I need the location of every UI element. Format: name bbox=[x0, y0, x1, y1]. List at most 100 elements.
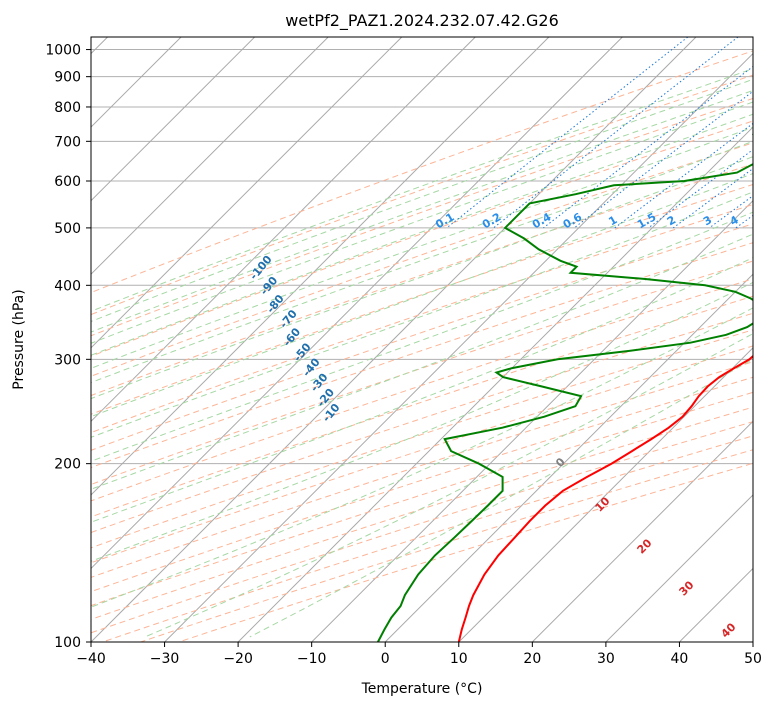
moist-adiabat-line bbox=[91, 156, 753, 400]
moist-adiabat-line bbox=[91, 113, 753, 356]
dry-adiabat-line bbox=[91, 260, 753, 486]
dry-adiabat-line bbox=[91, 163, 753, 397]
plot-frame bbox=[90, 36, 754, 643]
moist-adiabat-label: 20 bbox=[635, 536, 655, 556]
dry-adiabat-line bbox=[91, 183, 753, 415]
mixing-ratio-line bbox=[614, 122, 753, 229]
isotherm-line bbox=[91, 37, 476, 423]
dry-adiabat-line bbox=[91, 242, 753, 469]
y-tick-label: 100 bbox=[54, 635, 81, 651]
y-tick-label: 400 bbox=[54, 278, 81, 294]
moist-adiabat-line bbox=[91, 191, 753, 438]
moist-adiabat-line bbox=[91, 126, 753, 369]
mixing-ratio-line bbox=[543, 65, 753, 229]
y-axis-label: Pressure (hPa) bbox=[11, 289, 27, 389]
isotherm-line bbox=[679, 567, 753, 642]
moist-adiabat-line bbox=[91, 89, 753, 333]
y-tick-label: 1000 bbox=[45, 43, 81, 59]
moist-adiabat-label: 30 bbox=[677, 578, 697, 598]
dry-adiabat-line bbox=[91, 97, 753, 337]
x-axis: −40 −30 −20 −10 0 10 20 30 40 50 bbox=[76, 642, 762, 667]
x-tick-label: 30 bbox=[597, 651, 615, 667]
isotherm-line bbox=[605, 494, 753, 642]
moist-adiabat-line bbox=[91, 281, 753, 562]
x-tick-label: −20 bbox=[223, 651, 253, 667]
dry-adiabat-line bbox=[91, 361, 753, 578]
y-tick-label: 500 bbox=[54, 221, 81, 237]
moist-adiabat-label: 40 bbox=[719, 620, 739, 640]
isotherm-line bbox=[237, 126, 753, 642]
moist-adiabat-line bbox=[91, 78, 753, 323]
mixing-ratio-line bbox=[446, 37, 689, 229]
dry-adiabat-line bbox=[91, 391, 753, 607]
chart-title: wetPf2_PAZ1.2024.232.07.42.G26 bbox=[285, 11, 559, 31]
mixing-ratio-line bbox=[735, 214, 753, 229]
y-tick-label: 600 bbox=[54, 174, 81, 190]
x-tick-label: −30 bbox=[150, 651, 180, 667]
x-tick-label: 40 bbox=[671, 651, 689, 667]
dry-adiabat-line bbox=[91, 50, 753, 294]
dry-adiabat-line bbox=[91, 345, 753, 564]
isotherm-line bbox=[91, 37, 623, 570]
moist-adiabat-line bbox=[249, 358, 753, 638]
mixing-ratio-label: 1 bbox=[606, 213, 619, 228]
moist-adiabat-label: 10 bbox=[593, 494, 613, 514]
moist-adiabat-line bbox=[91, 140, 753, 384]
moist-adiabat-line bbox=[91, 172, 753, 418]
dry-adiabat-line bbox=[91, 376, 753, 593]
isotherm-line bbox=[91, 37, 403, 349]
isotherm-line bbox=[91, 37, 256, 202]
isotherm-line bbox=[91, 37, 329, 275]
moist-adiabat-line bbox=[91, 211, 753, 462]
y-tick-label: 300 bbox=[54, 352, 81, 368]
mixing-ratio-line bbox=[672, 167, 753, 229]
dry-adiabat-line bbox=[91, 406, 753, 620]
sounding-traces bbox=[377, 132, 753, 642]
moist-adiabat-line bbox=[91, 233, 753, 490]
dry-adiabat-line bbox=[91, 295, 753, 518]
moist-adiabat-line bbox=[91, 257, 753, 523]
dry-adiabat-line bbox=[91, 203, 753, 434]
y-axis: 1000 900 800 700 600 500 400 300 200 100 bbox=[45, 43, 91, 651]
dry-adiabat-line bbox=[91, 278, 753, 502]
dry-adiabat-label: -70 bbox=[277, 307, 300, 331]
x-tick-label: 10 bbox=[450, 651, 468, 667]
x-tick-label: 50 bbox=[744, 651, 762, 667]
dewpoint-trace bbox=[377, 132, 753, 642]
y-tick-label: 900 bbox=[54, 70, 81, 86]
isotherm-line bbox=[91, 37, 550, 496]
temperature-trace bbox=[457, 354, 753, 642]
x-tick-label: 20 bbox=[523, 651, 541, 667]
x-tick-label: 0 bbox=[381, 651, 390, 667]
moist-adiabat-label: 0 bbox=[553, 455, 568, 470]
x-tick-label: −10 bbox=[297, 651, 327, 667]
mixing-ratio-label: 4 bbox=[728, 213, 741, 228]
dry-adiabat-line bbox=[91, 142, 753, 377]
isotherm-line bbox=[91, 37, 697, 642]
dry-adiabat-line bbox=[91, 223, 753, 451]
dry-adiabat-line bbox=[91, 312, 753, 534]
dry-adiabat-line bbox=[91, 74, 753, 316]
mixing-ratio-label: 6 bbox=[766, 213, 775, 228]
x-axis-label: Temperature (°C) bbox=[361, 681, 483, 697]
background-lines bbox=[91, 37, 753, 642]
isotherm-line bbox=[311, 199, 753, 642]
isotherm-line bbox=[384, 273, 753, 642]
moist-adiabat-line bbox=[91, 307, 753, 608]
isotherm-line bbox=[164, 52, 753, 642]
y-tick-label: 700 bbox=[54, 134, 81, 150]
moist-adiabat-line bbox=[91, 68, 753, 312]
dry-adiabat-line bbox=[91, 329, 753, 549]
x-tick-label: −40 bbox=[76, 651, 106, 667]
isotherm-line bbox=[458, 347, 753, 642]
moist-adiabat-line bbox=[91, 101, 753, 344]
y-tick-label: 200 bbox=[54, 457, 81, 473]
moist-adiabat-line bbox=[144, 333, 753, 638]
mixing-ratio-line bbox=[493, 37, 739, 229]
isotherm-line bbox=[752, 641, 753, 642]
isotherm-line bbox=[531, 420, 753, 642]
dry-adiabat-line bbox=[91, 120, 753, 357]
dry-adiabat-line bbox=[178, 462, 753, 642]
y-tick-label: 800 bbox=[54, 100, 81, 116]
